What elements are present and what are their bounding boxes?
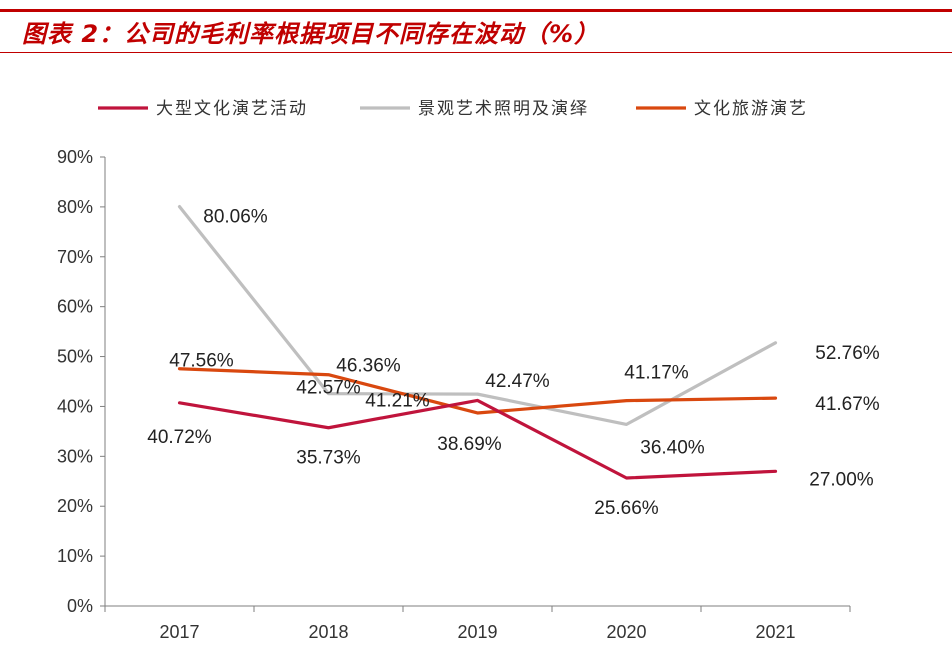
y-tick-label: 10%: [57, 546, 93, 566]
series-line-3: [177, 367, 778, 415]
series-line-2: [177, 204, 778, 427]
x-tick-label: 2019: [457, 622, 497, 642]
data-label-s1-2019: 41.21%: [365, 390, 430, 411]
y-tick-label: 90%: [57, 147, 93, 167]
data-label-s1-2020: 25.66%: [594, 498, 659, 519]
x-tick-label: 2021: [755, 622, 795, 642]
y-tick-label: 80%: [57, 197, 93, 217]
y-tick-label: 40%: [57, 396, 93, 416]
data-label-s3-2021: 41.67%: [815, 394, 880, 415]
data-label-s2-2019: 42.47%: [485, 371, 550, 392]
data-label-s1-2021: 27.00%: [809, 469, 874, 490]
x-tick-label: 2017: [159, 622, 199, 642]
title-top-rule: [0, 9, 952, 12]
y-tick-label: 30%: [57, 446, 93, 466]
data-label-s1-2017: 40.72%: [147, 427, 212, 448]
y-tick-label: 0%: [67, 596, 93, 616]
title-bottom-rule: [0, 52, 952, 53]
legend-label-1: 大型文化演艺活动: [156, 99, 308, 119]
data-label-s3-2017: 47.56%: [169, 351, 234, 372]
data-label-s3-2018: 46.36%: [336, 356, 401, 377]
series-line-1: [177, 398, 778, 480]
data-label-s2-2017: 80.06%: [203, 207, 268, 228]
x-tick-label: 2020: [606, 622, 646, 642]
data-label-s2-2021: 52.76%: [815, 343, 880, 364]
x-tick-label: 2018: [308, 622, 348, 642]
legend-label-3: 文化旅游演艺: [694, 99, 808, 119]
y-tick-label: 20%: [57, 496, 93, 516]
data-label-s3-2019: 38.69%: [437, 434, 502, 455]
legend-label-2: 景观艺术照明及演绎: [418, 99, 589, 119]
data-label-s1-2018: 35.73%: [296, 448, 361, 469]
data-label-s2-2018: 42.57%: [296, 378, 361, 399]
data-label-s3-2020: 41.17%: [624, 363, 689, 384]
data-label-s2-2020: 36.40%: [640, 437, 705, 458]
y-tick-label: 50%: [57, 347, 93, 367]
chart-title: 图表 2：公司的毛利率根据项目不同存在波动（%）: [22, 20, 600, 48]
y-tick-label: 60%: [57, 297, 93, 317]
y-tick-label: 70%: [57, 247, 93, 267]
